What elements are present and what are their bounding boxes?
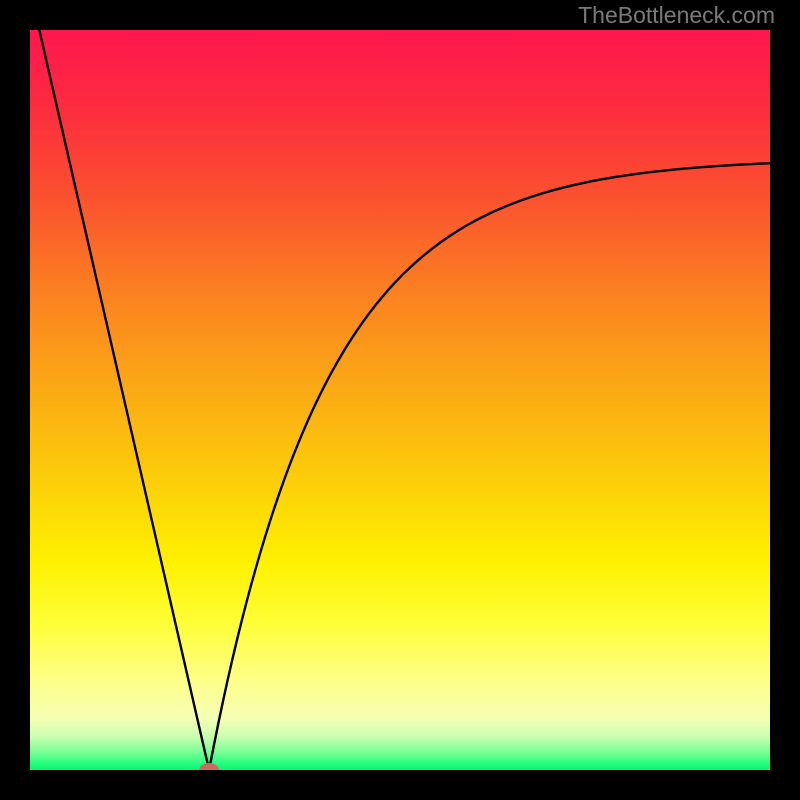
bottleneck-curve bbox=[39, 30, 770, 770]
plot-area bbox=[30, 30, 770, 770]
minimum-marker bbox=[199, 763, 219, 770]
curve-layer bbox=[30, 30, 770, 770]
chart-stage: TheBottleneck.com bbox=[0, 0, 800, 800]
watermark-text: TheBottleneck.com bbox=[578, 2, 775, 29]
